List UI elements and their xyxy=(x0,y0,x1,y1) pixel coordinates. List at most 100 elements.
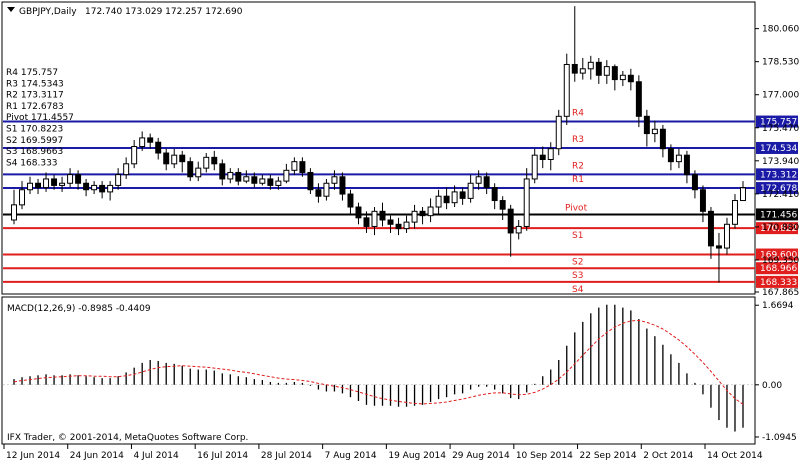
candle-body-bull xyxy=(91,184,98,191)
candle-body-bear xyxy=(267,178,274,186)
candle xyxy=(515,219,522,240)
candle xyxy=(155,137,162,160)
candle-body-bull xyxy=(331,176,338,184)
candle-body-bear xyxy=(491,187,498,202)
pivot-inline-label-s2: S2 xyxy=(572,258,583,268)
candle-body-bull xyxy=(227,171,234,180)
candle-body-bull xyxy=(651,128,658,135)
candle-body-bear xyxy=(627,74,634,83)
candle-body-bear xyxy=(659,128,666,150)
candle xyxy=(243,170,250,184)
candle xyxy=(555,109,562,156)
candle xyxy=(195,161,202,182)
candle-body-bear xyxy=(699,189,706,212)
candle-body-bull xyxy=(275,180,282,186)
candle xyxy=(379,202,386,227)
price-tag-r3: 174.534 xyxy=(756,141,798,154)
date-tick-label: 24 Jun 2014 xyxy=(70,451,124,461)
pivot-list-item-r1: R1 172.6783 xyxy=(6,102,64,112)
price-tag-text: 169.600 xyxy=(760,251,797,261)
price-tick-label: 175.470 xyxy=(762,124,799,134)
macd-signal-line xyxy=(13,319,744,405)
candle-body-bull xyxy=(740,187,746,202)
candle-body-bear xyxy=(83,182,90,191)
candle-body-bear xyxy=(235,171,242,182)
candle-body-bull xyxy=(555,115,562,150)
candle xyxy=(211,150,218,171)
candle xyxy=(403,215,410,233)
candle-body-bull xyxy=(123,163,130,176)
candle-body-bull xyxy=(43,178,50,189)
candle xyxy=(683,150,690,184)
candle xyxy=(539,146,546,169)
candle-body-bull xyxy=(435,195,442,208)
candle xyxy=(499,196,506,220)
price-tag-s3: 168.966 xyxy=(756,262,798,275)
macd-panel-frame xyxy=(1,296,756,445)
candle xyxy=(699,185,706,223)
candle xyxy=(419,207,426,225)
macd-tick-label: 1.6694 xyxy=(762,301,794,311)
candle xyxy=(179,150,186,173)
candle xyxy=(563,53,570,125)
macd-tick-label: -1.0945 xyxy=(762,433,797,443)
candle-body-bear xyxy=(379,210,386,221)
candle xyxy=(91,181,98,195)
candle-body-bear xyxy=(251,176,258,184)
price-tick-label: 173.940 xyxy=(762,157,799,167)
candle xyxy=(427,198,434,223)
candle xyxy=(579,57,586,80)
candle-body-bull xyxy=(11,204,17,221)
date-tick-label: 22 Sep 2014 xyxy=(580,451,637,461)
candle-body-bear xyxy=(595,61,602,76)
price-tag-box xyxy=(756,208,798,221)
candle xyxy=(27,176,34,195)
pivot-inline-label-pivot: Pivot xyxy=(565,203,588,213)
pivot-list-item-pivot: Pivot 171.4557 xyxy=(6,113,74,123)
date-tick-label: 7 Aug 2014 xyxy=(325,451,377,461)
collapse-triangle-icon[interactable] xyxy=(7,7,15,12)
price-tag-box xyxy=(756,182,798,195)
candle xyxy=(611,64,618,91)
candle xyxy=(659,124,666,158)
candle-body-bear xyxy=(299,161,306,173)
candle xyxy=(35,178,42,195)
date-tick-label: 2 Oct 2014 xyxy=(643,451,693,461)
candle-body-bear xyxy=(611,66,618,81)
candle xyxy=(163,148,170,171)
pivot-list-item-s3: S3 168.9663 xyxy=(6,147,63,157)
candle xyxy=(707,207,714,259)
candle xyxy=(435,189,442,214)
pivot-inline-label-r4: R4 xyxy=(572,109,584,119)
candle-body-bull xyxy=(675,154,682,163)
candle-body-bear xyxy=(155,141,162,154)
price-tag-s4: 168.333 xyxy=(756,275,798,288)
candle xyxy=(547,142,554,171)
candle-body-bull xyxy=(523,178,530,227)
date-tick-label: 16 Jul 2014 xyxy=(197,451,248,461)
candle xyxy=(732,194,738,229)
candle xyxy=(635,75,642,128)
candle xyxy=(411,204,418,229)
price-tick-label: 180.060 xyxy=(762,25,799,35)
date-tick-label: 10 Sep 2014 xyxy=(516,451,573,461)
candle xyxy=(355,202,362,225)
candle xyxy=(275,176,282,190)
price-tag-box xyxy=(756,262,798,275)
candle xyxy=(603,60,610,84)
candle xyxy=(171,148,178,169)
date-tick-label: 12 Jun 2014 xyxy=(6,451,60,461)
candle xyxy=(363,211,370,233)
candle-body-bear xyxy=(163,152,170,165)
candle-body-bear xyxy=(35,182,42,189)
candle xyxy=(43,172,50,192)
candle-body-bear xyxy=(499,200,506,210)
pivot-inline-label-r1: R1 xyxy=(572,175,584,185)
candle xyxy=(475,170,482,190)
candle xyxy=(715,232,722,283)
candle xyxy=(83,178,90,197)
candle xyxy=(459,187,466,205)
candle-body-bull xyxy=(27,182,34,191)
candle xyxy=(131,140,138,169)
